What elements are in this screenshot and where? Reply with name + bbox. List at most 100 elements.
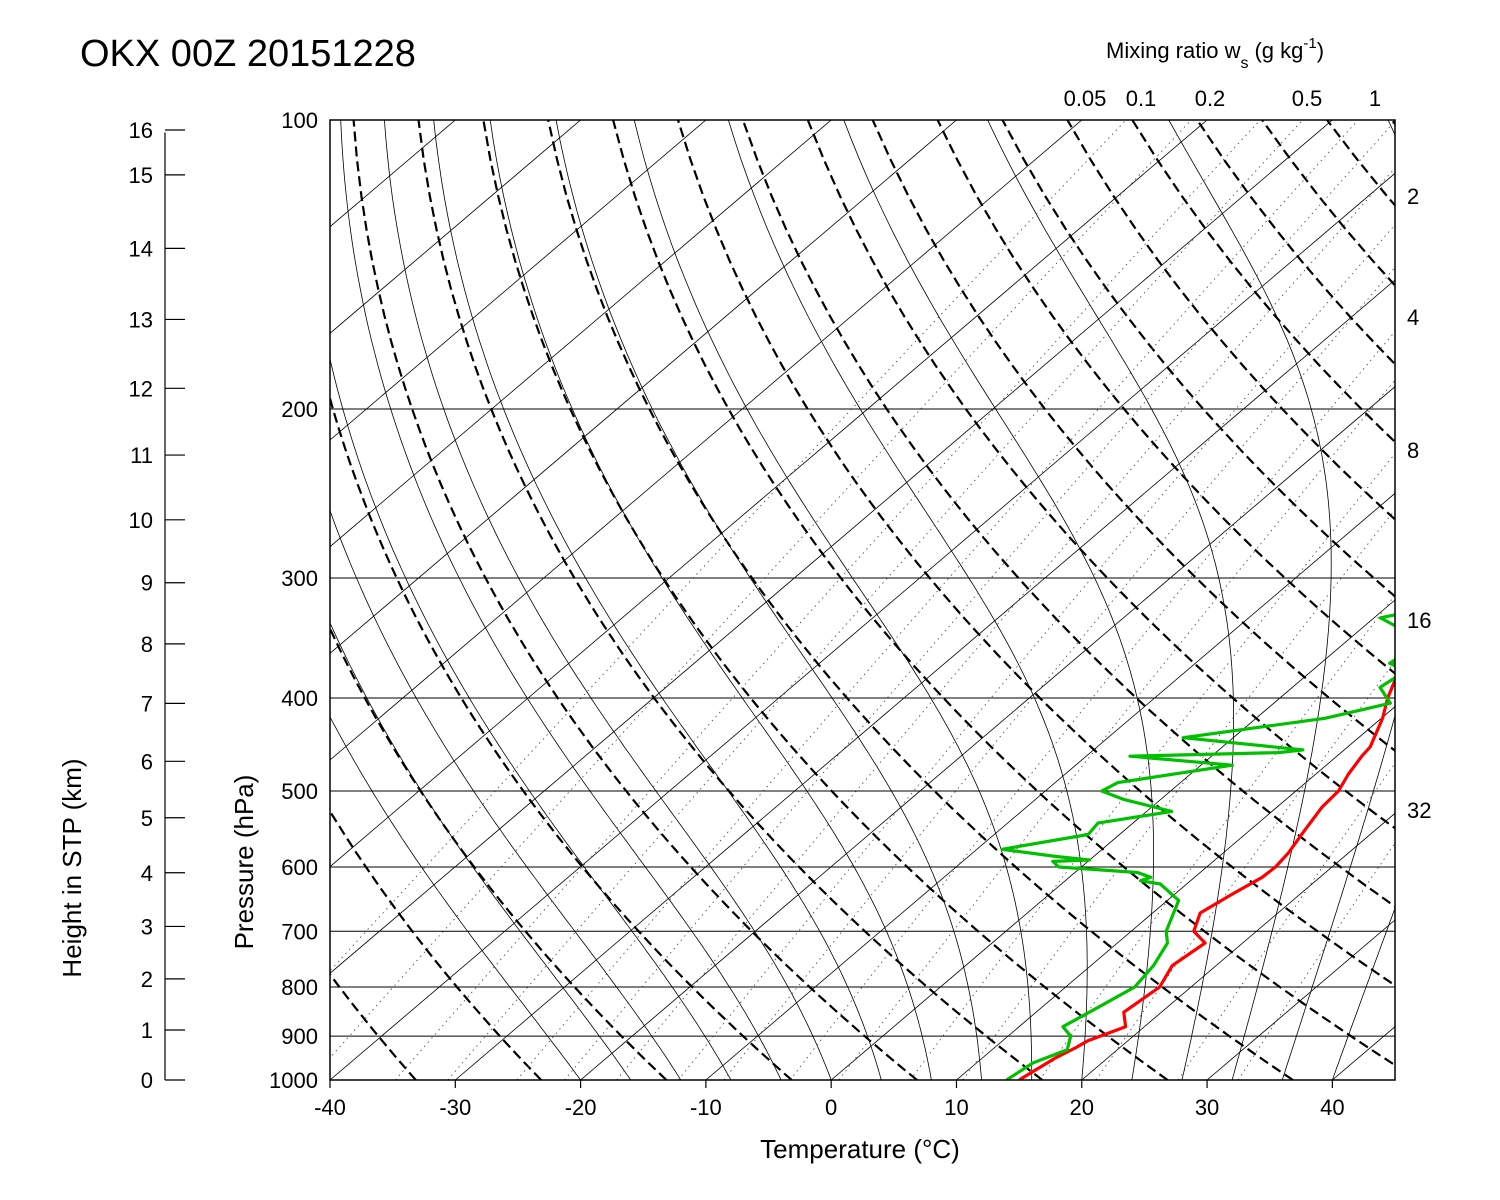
- mixing-ratio-title: Mixing ratio ws(g kg-1): [1106, 35, 1324, 72]
- moist-adiabat-line: [384, 120, 832, 1080]
- mixing-ratio-line: [962, 508, 1395, 1080]
- dry-adiabat-line: [871, 120, 1395, 753]
- moist-adiabat-line: [433, 120, 882, 1080]
- dry-adiabat-line: [1261, 120, 1395, 287]
- mixing-ratio-right-labels: 2 4 8 16 32: [1407, 184, 1431, 823]
- mixing-ratio-line: [394, 120, 1261, 1080]
- temperature-tick-label: 30: [1195, 1095, 1219, 1120]
- dry-adiabat-line: [352, 120, 918, 1080]
- dry-adiabat-line: [806, 120, 1395, 830]
- isotherm-line: [330, 120, 1083, 761]
- mixing-ratio-line: [677, 224, 1395, 1080]
- mixing-ratio-top-label: 1: [1369, 86, 1381, 111]
- dry-adiabat-line: [547, 120, 1294, 1080]
- temperature-tick-label: 20: [1070, 1095, 1094, 1120]
- isotherm-line: [330, 120, 707, 441]
- moist-adiabat-line: [843, 120, 1154, 1080]
- moist-adiabat-line: [1168, 120, 1332, 1080]
- x-axis-label: Temperature (°C): [760, 1134, 960, 1164]
- isotherm-line: [956, 706, 1395, 1080]
- height-tick-label: 3: [141, 914, 153, 939]
- height-tick-label: 11: [130, 443, 153, 468]
- isotherm-line: [1332, 1026, 1395, 1080]
- height-tick-label: 2: [141, 967, 153, 992]
- plot-frame: [329, 119, 1396, 1081]
- height-tick-label: 4: [141, 861, 153, 886]
- moist-adiabat-line: [330, 357, 732, 1080]
- temperature-tick-label: -20: [565, 1095, 597, 1120]
- temperature-profile-line: [1018, 676, 1395, 1080]
- mixing-ratio-right-label: 8: [1407, 438, 1419, 463]
- pressure-tick-label: 900: [281, 1024, 318, 1049]
- pressure-tick-label: 500: [281, 779, 318, 804]
- height-tick-label: 8: [141, 632, 153, 657]
- pressure-tick-label: 100: [281, 108, 318, 133]
- chart-title: OKX 00Z 20151228: [80, 33, 416, 75]
- mixing-ratio-line: [723, 266, 1395, 1080]
- moist-adiabat-line: [330, 716, 581, 1080]
- dry-adiabat-line: [1196, 120, 1395, 366]
- mixing-ratio-top-label: 0.5: [1292, 86, 1323, 111]
- moist-adiabat-line: [987, 120, 1234, 1080]
- isotherm-line: [1081, 812, 1395, 1080]
- temperature-tick-label: -30: [439, 1095, 471, 1120]
- mixing-ratio-line: [1095, 660, 1395, 1080]
- isotherm-line: [455, 279, 1395, 1080]
- mixing-ratio-right-label: 4: [1407, 305, 1419, 330]
- pressure-tick-label: 600: [281, 855, 318, 880]
- mixing-ratio-line: [516, 120, 1359, 1080]
- pressure-tick-label: 400: [281, 686, 318, 711]
- dry-adiabat-line: [330, 394, 793, 1080]
- mixing-ratio-line: [330, 120, 1127, 972]
- temperature-tick-label: 10: [944, 1095, 968, 1120]
- dry-adiabat-line: [482, 120, 1169, 1080]
- temperature-tick-label: 0: [825, 1095, 837, 1120]
- mixing-ratio-right-label: 16: [1407, 608, 1431, 633]
- dry-adiabat-line: [1326, 120, 1395, 208]
- moist-adiabat-line: [489, 120, 932, 1080]
- pressure-axis: 100 200 300 400 500 600 700 800 900 1000: [269, 108, 318, 1093]
- temperature-tick-label: -10: [690, 1095, 722, 1120]
- background-reference-lines: [330, 120, 1500, 1080]
- height-tick-label: 9: [141, 571, 153, 596]
- dry-adiabat-line: [1391, 120, 1395, 126]
- moist-adiabat-line: [330, 621, 632, 1080]
- height-tick-label: 16: [129, 118, 153, 143]
- isotherm-line: [330, 172, 1395, 1080]
- temperature-tick-label: 40: [1320, 1095, 1344, 1120]
- mixing-ratio-line: [330, 120, 1192, 1059]
- isotherm-line: [330, 120, 581, 334]
- isotherm-line: [330, 120, 957, 654]
- dewpoint-profile-line: [1000, 613, 1395, 1080]
- dry-adiabat-line: [1457, 120, 1500, 1080]
- height-tick-label: 14: [129, 236, 153, 261]
- mixing-ratio-top-label: 0.1: [1126, 86, 1157, 111]
- mixing-ratio-top-labels: 0.05 0.1 0.2 0.5 1: [1064, 86, 1382, 111]
- mixing-ratio-line: [1177, 762, 1395, 1080]
- mixing-ratio-line: [616, 167, 1395, 1080]
- mixing-ratio-line: [909, 452, 1395, 1080]
- dry-adiabat-line: [936, 120, 1395, 675]
- isotherm-line: [580, 386, 1395, 1080]
- temperature-tick-label: -40: [314, 1095, 346, 1120]
- height-tick-label: 0: [141, 1068, 153, 1093]
- pressure-tick-label: 800: [281, 975, 318, 1000]
- isotherm-line: [330, 120, 1208, 868]
- height-tick-label: 13: [129, 307, 153, 332]
- dry-adiabat-line: [1001, 120, 1395, 598]
- isotherm-line: [1458, 120, 1500, 1080]
- dry-adiabat-line: [612, 120, 1395, 1067]
- temperature-axis: -40 -30 -20 -10 0 10 20 30 40: [314, 1080, 1345, 1120]
- dry-adiabat-line: [417, 120, 1043, 1080]
- height-tick-label: 15: [129, 163, 153, 188]
- moist-adiabat-line: [1281, 120, 1395, 1080]
- moist-adiabat-line: [340, 120, 782, 1080]
- height-tick-label: 7: [141, 691, 153, 716]
- moist-adiabat-line: [633, 120, 1033, 1080]
- height-tick-label: 1: [141, 1018, 153, 1043]
- pressure-tick-label: 1000: [269, 1068, 318, 1093]
- sounding-profiles: [1000, 613, 1395, 1080]
- pressure-tick-label: 200: [281, 397, 318, 422]
